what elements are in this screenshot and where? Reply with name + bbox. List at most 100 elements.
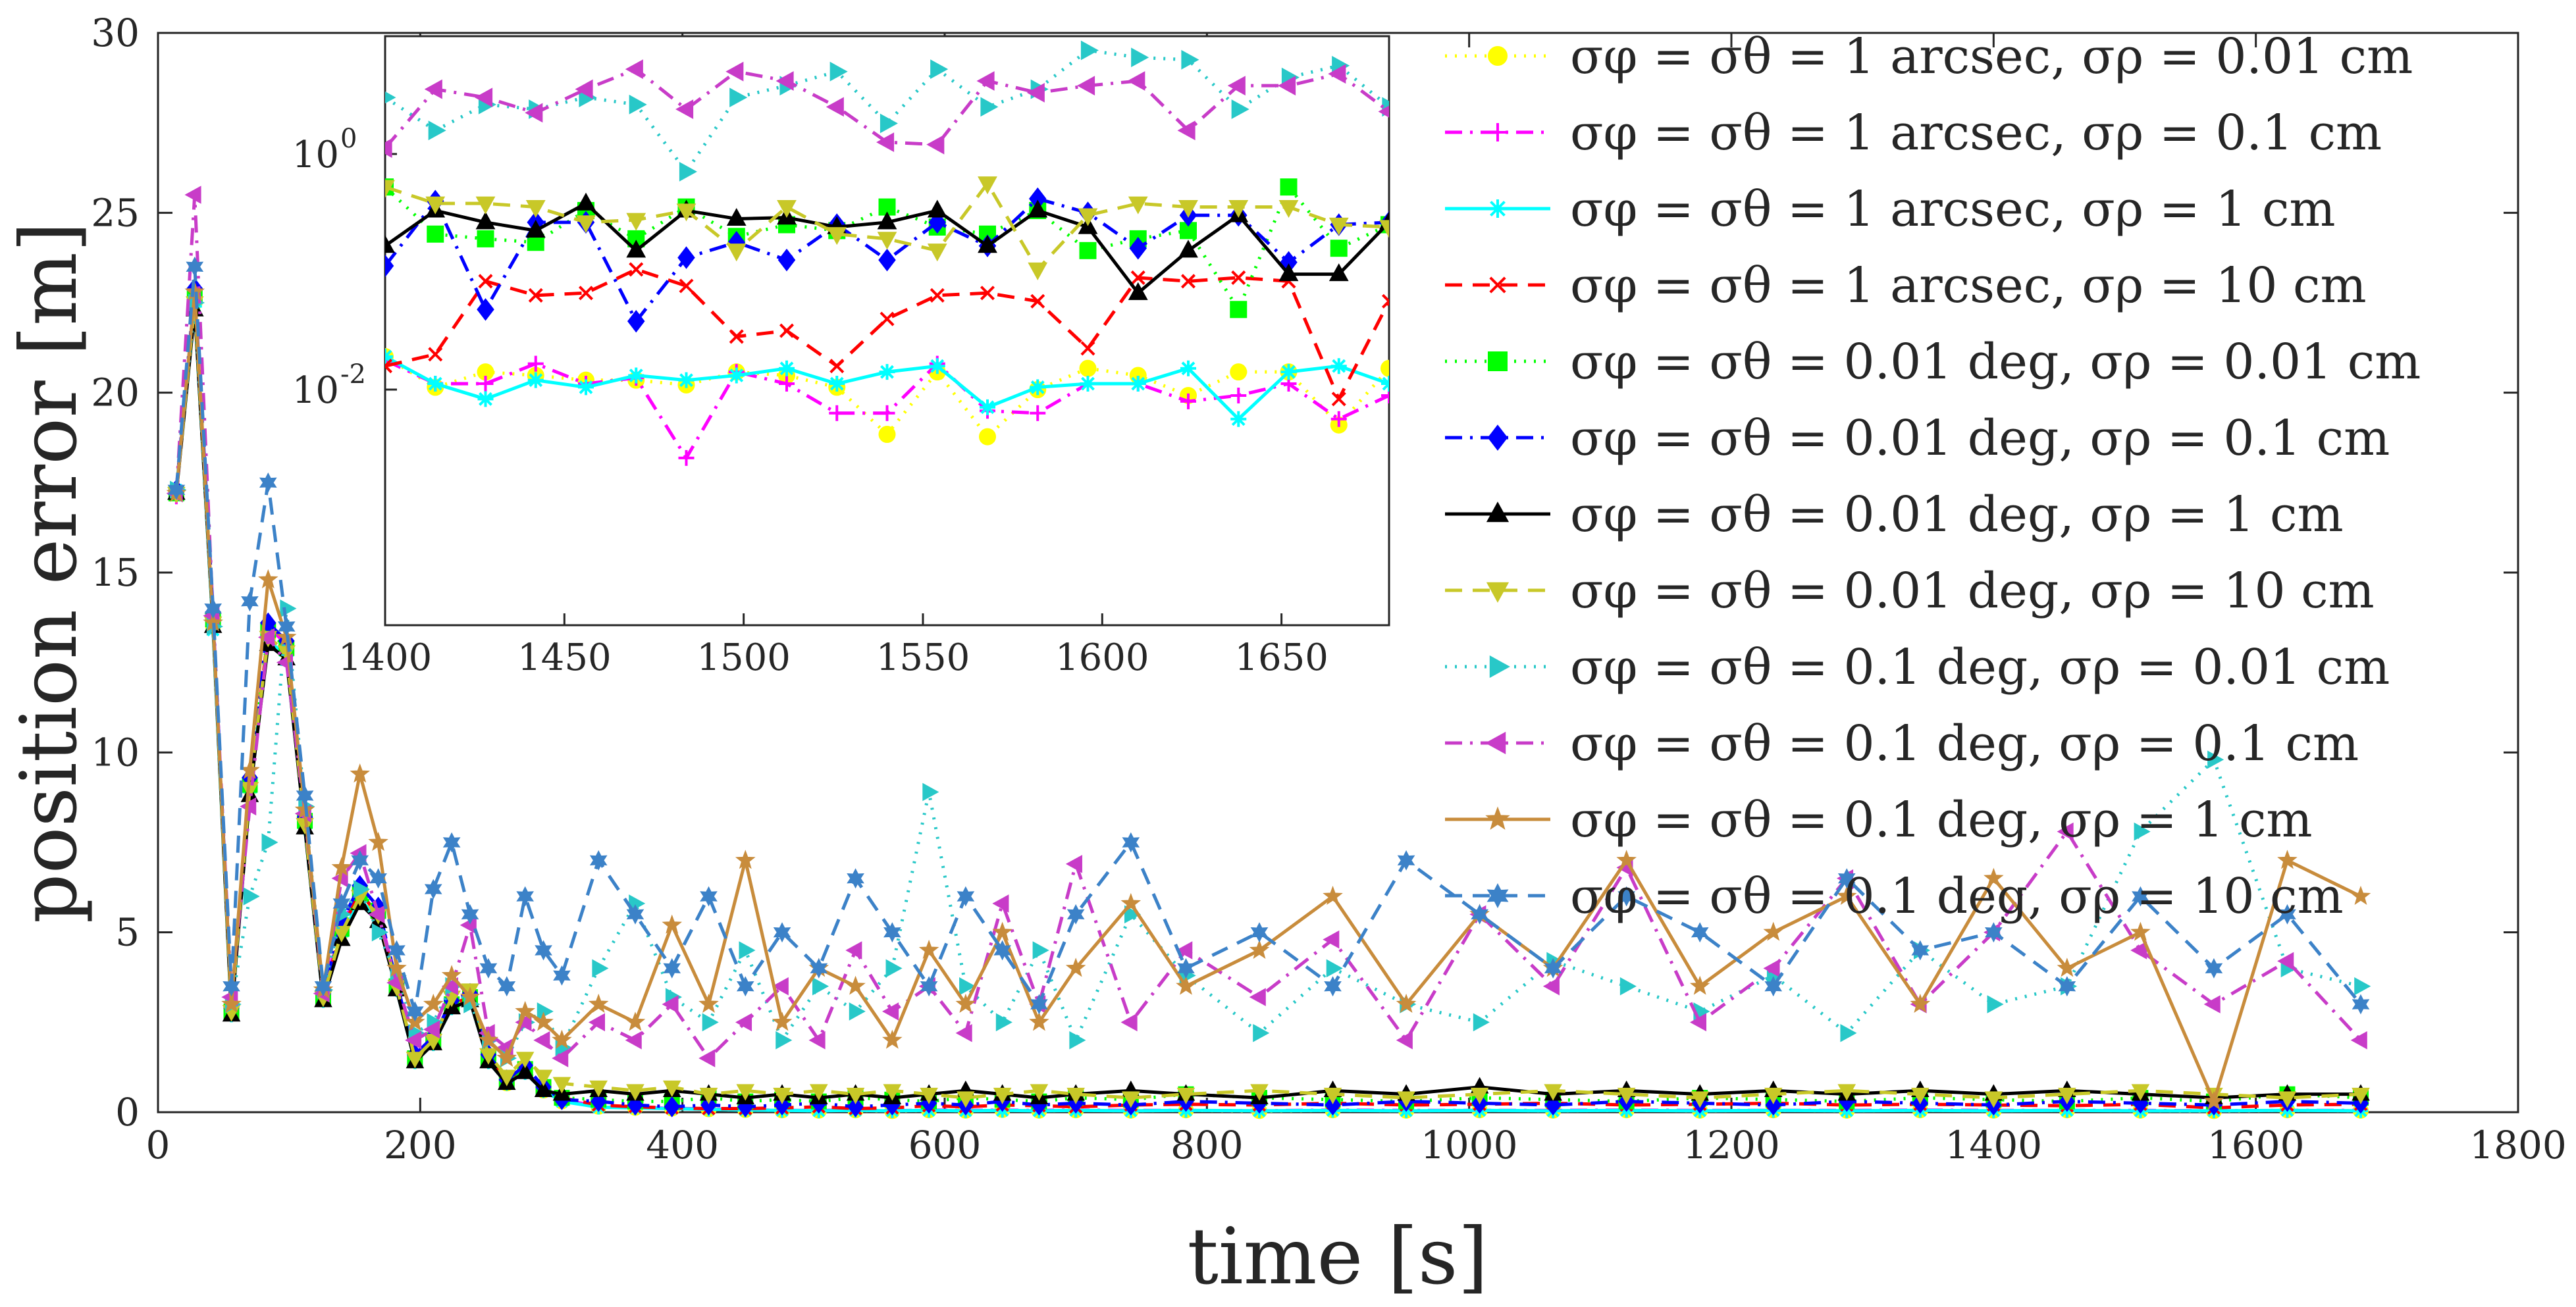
inset-data-point xyxy=(629,94,647,115)
data-point xyxy=(845,941,862,960)
inset-data-point xyxy=(1378,105,1389,118)
inset-data-point xyxy=(1227,76,1246,96)
data-point xyxy=(1910,993,1931,1013)
inset-x-ticks: 1400 1450 1500 1550 1600 1650 xyxy=(338,613,1328,679)
inset-data-point xyxy=(1180,360,1196,376)
main-y-ticks: 0 5 10 15 20 25 30 xyxy=(91,11,2518,1135)
data-point xyxy=(368,905,385,924)
x-axis-label: time [s] xyxy=(1187,1211,1488,1302)
data-point xyxy=(1837,1084,1856,1101)
inset-data-point xyxy=(980,399,995,415)
data-point xyxy=(1984,922,2003,943)
inset-data-point xyxy=(779,376,795,392)
legend-entry-4: σφ = σθ = 1 arcsec, σρ = 10 cm xyxy=(1445,257,2367,314)
data-point xyxy=(221,993,242,1013)
inset-series-group xyxy=(385,40,1389,466)
x-tick-label: 1800 xyxy=(2469,1123,2567,1167)
inset-data-point xyxy=(927,243,947,262)
data-point xyxy=(332,925,351,942)
data-point xyxy=(1691,1091,1709,1108)
data-point xyxy=(736,1084,755,1101)
data-point xyxy=(1176,1087,1196,1104)
y-tick-label: 15 xyxy=(91,550,140,595)
data-point xyxy=(883,1084,902,1101)
inset-data-point xyxy=(477,230,494,247)
data-point xyxy=(424,879,442,900)
data-point xyxy=(664,1096,680,1117)
inset-data-point xyxy=(678,372,695,388)
inset-data-point xyxy=(1230,363,1248,381)
legend-label: σφ = σθ = 1 arcsec, σρ = 0.1 cm xyxy=(1570,105,2382,161)
inset-data-point xyxy=(880,311,895,326)
data-point xyxy=(533,1012,554,1031)
data-point xyxy=(2278,904,2296,925)
legend-marker xyxy=(1489,276,1506,294)
data-point xyxy=(992,894,1009,913)
data-point xyxy=(2207,750,2224,769)
inset-data-point xyxy=(1328,263,1349,282)
inset-data-point xyxy=(878,426,896,444)
inset-data-point xyxy=(428,120,446,141)
y-tick-label: 20 xyxy=(91,371,140,415)
data-point xyxy=(258,569,278,588)
inset-data-point xyxy=(477,376,494,392)
inset-x-tick-label: 1400 xyxy=(338,636,433,679)
inset-data-point xyxy=(1077,76,1095,96)
data-point xyxy=(808,1031,826,1050)
inset-data-point xyxy=(625,59,643,80)
data-point xyxy=(371,923,388,942)
data-point xyxy=(497,1069,516,1087)
series-12 xyxy=(167,256,2370,1022)
data-point xyxy=(241,591,259,612)
data-point xyxy=(1764,1087,1783,1104)
data-point xyxy=(332,893,351,914)
data-point xyxy=(2130,921,2151,941)
data-point xyxy=(1065,958,1086,977)
inset-data-point xyxy=(879,364,895,380)
inset-data-point xyxy=(477,298,494,321)
inset-series-line xyxy=(385,355,1389,439)
inset-data-point xyxy=(1230,301,1248,319)
inset-data-point xyxy=(576,215,596,234)
data-point xyxy=(1471,904,1488,925)
inset-data-point xyxy=(878,248,896,272)
inset-data-point xyxy=(1030,294,1045,309)
data-point xyxy=(479,1048,498,1065)
inset-data-point xyxy=(575,79,593,99)
legend-entry-10: σφ = σθ = 0.1 deg, σρ = 0.1 cm xyxy=(1445,715,2359,772)
data-point xyxy=(406,1052,425,1069)
inset-data-point xyxy=(578,379,594,396)
data-point xyxy=(442,832,461,853)
data-point xyxy=(533,1031,550,1050)
inset-data-point xyxy=(1330,411,1347,427)
data-point xyxy=(296,785,314,806)
data-point xyxy=(1326,959,1343,978)
data-point xyxy=(1124,905,1142,924)
inset-data-point xyxy=(725,61,744,82)
data-point xyxy=(2131,1084,2150,1101)
legend-entry-2: σφ = σθ = 1 arcsec, σρ = 0.1 cm xyxy=(1445,105,2382,161)
inset-data-point xyxy=(876,132,895,152)
inset-data-point xyxy=(1079,242,1097,259)
x-tick-label: 1000 xyxy=(1421,1123,1518,1167)
data-point xyxy=(1617,1087,1636,1104)
data-point xyxy=(553,965,571,986)
inset-data-point xyxy=(976,71,995,91)
inset-data-point xyxy=(677,246,695,269)
inset-data-point xyxy=(679,278,694,294)
inset-data-point xyxy=(1280,364,1297,380)
inset-data-point xyxy=(726,207,747,226)
data-point xyxy=(2057,822,2074,841)
data-point xyxy=(739,941,756,960)
inset-data-point xyxy=(1080,376,1096,392)
inset-data-point xyxy=(1028,262,1048,280)
data-point xyxy=(1544,1084,1562,1101)
inset-data-point xyxy=(729,329,744,344)
inset-data-point xyxy=(626,240,646,258)
data-point xyxy=(845,975,866,995)
inset-data-point xyxy=(1278,76,1296,96)
data-point xyxy=(773,1087,791,1104)
data-point xyxy=(1122,1091,1140,1108)
data-point xyxy=(1764,976,1783,997)
data-point xyxy=(920,1087,938,1104)
